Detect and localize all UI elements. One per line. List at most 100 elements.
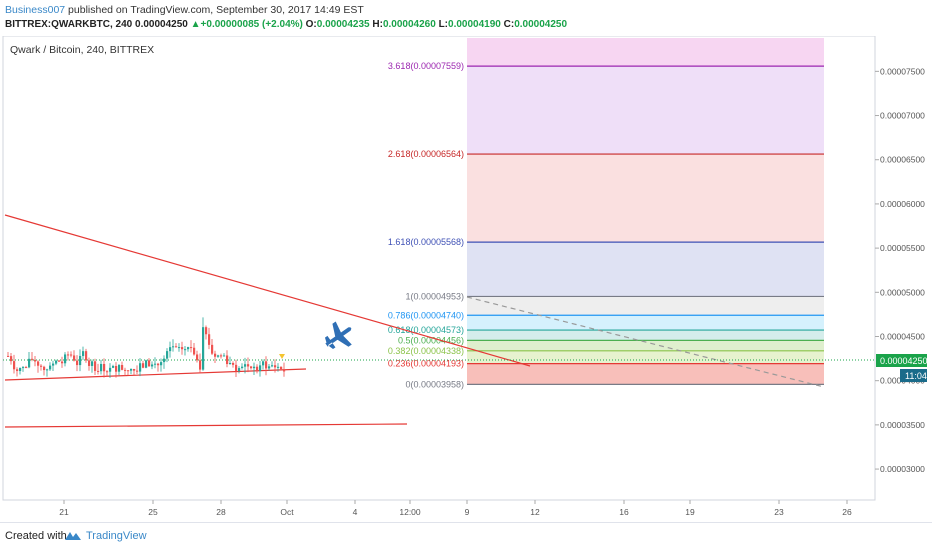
fib-level-label: 2.618(0.00006564) (388, 149, 464, 159)
symbol-label: BITTREX:QWARKBTC, 240 (5, 19, 133, 30)
last-price-tag-label: 0.00004250 (880, 356, 928, 366)
candle (205, 325, 208, 340)
candle (274, 359, 277, 373)
candle (253, 362, 256, 375)
x-tick-label: 12:00 (399, 507, 421, 517)
candle (124, 367, 127, 376)
candle (49, 362, 52, 372)
low-label: L: (438, 19, 449, 30)
time-axis[interactable]: 21 25 28 Oct 4 12:00 9 12 16 19 23 26 (59, 500, 852, 517)
candle (73, 350, 76, 362)
time-tag: 11:04 (900, 369, 927, 382)
candle (61, 356, 64, 368)
price-axis[interactable]: 0.00007500 0.00007000 0.00006500 0.00006000… (874, 36, 925, 500)
candle (100, 359, 103, 375)
candle (208, 327, 211, 350)
candle (214, 350, 217, 364)
candle (187, 346, 190, 352)
candle (232, 361, 235, 368)
candle (166, 348, 169, 363)
price-chart[interactable]: 0(0.00003958) 0.236(0.00004193) 0.382(0.00… (0, 36, 932, 522)
x-tick-label: 23 (774, 507, 784, 517)
fib-zone (467, 330, 824, 341)
fib-level-label: 0.5(0.00004456) (398, 335, 464, 345)
candle (250, 365, 253, 370)
candle (229, 356, 232, 365)
x-tick-label: 26 (842, 507, 852, 517)
candle (10, 352, 13, 365)
chart-title: Qwark / Bitcoin, 240, BITTREX (10, 44, 154, 56)
x-tick-label: 4 (353, 507, 358, 517)
lower-trendline[interactable] (4, 368, 307, 381)
open-value: 0.00004235 (316, 19, 370, 30)
candle (112, 364, 115, 369)
candle (280, 366, 283, 371)
change-up-icon: ▲ (190, 19, 201, 30)
fib-level-label: 0.618(0.00004573) (388, 325, 464, 335)
open-label: O: (305, 19, 317, 30)
candle (22, 365, 25, 372)
projection-dashed-line[interactable] (466, 296, 825, 388)
fib-zones (467, 38, 824, 385)
fib-zone (467, 242, 824, 297)
airplane-icon (324, 321, 352, 350)
fib-labels: 0(0.00003958) 0.236(0.00004193) 0.382(0.00… (388, 61, 464, 389)
candle (52, 360, 55, 371)
candle (175, 343, 178, 348)
candle (37, 360, 40, 373)
candle (31, 352, 34, 362)
candle (118, 363, 121, 376)
fib-level-label: 3.618(0.00007559) (388, 61, 464, 71)
candle (157, 362, 160, 372)
created-with-text: Created with (5, 530, 67, 542)
y-tick-label: 0.00006500 (880, 155, 925, 165)
candle (220, 353, 223, 359)
candle (79, 349, 82, 372)
candle (91, 359, 94, 373)
candle (19, 367, 22, 375)
candle (202, 317, 205, 371)
y-tick-label: 0.00003500 (880, 420, 925, 430)
x-tick-label: 21 (59, 507, 69, 517)
support-line[interactable] (4, 423, 408, 428)
candle (244, 357, 247, 374)
candle (58, 359, 61, 362)
time-tag-label: 11:04 (905, 371, 927, 381)
candle (94, 358, 97, 376)
candle (28, 351, 31, 369)
author-link[interactable]: Business007 (5, 4, 66, 16)
candle (271, 361, 274, 368)
candle (172, 339, 175, 352)
candle (196, 350, 199, 363)
candle (85, 348, 88, 363)
candle (106, 370, 109, 377)
upper-trendline[interactable] (4, 214, 531, 367)
candle (43, 365, 46, 376)
candle (238, 366, 241, 374)
candle (181, 341, 184, 355)
candle (142, 360, 145, 369)
fib-zone (467, 340, 824, 351)
fib-zone (467, 363, 824, 385)
candle (226, 350, 229, 368)
candle (46, 368, 49, 377)
fib-zone-upper (467, 38, 824, 67)
tradingview-link[interactable]: TradingView (86, 530, 147, 542)
x-tick-label: 12 (530, 507, 540, 517)
candle (88, 357, 91, 371)
candle (55, 359, 58, 366)
tradingview-logo-icon[interactable] (64, 529, 82, 543)
high-label: H: (372, 19, 383, 30)
x-tick-label: 9 (465, 507, 470, 517)
candle (97, 363, 100, 375)
candle (82, 346, 85, 360)
candle (241, 363, 244, 370)
candle (184, 346, 187, 356)
fib-zone (467, 350, 824, 364)
candle (268, 363, 271, 371)
candle (193, 342, 196, 356)
x-tick-label: 16 (619, 507, 629, 517)
candle (160, 358, 163, 372)
candle (178, 343, 181, 352)
candle (148, 358, 151, 367)
